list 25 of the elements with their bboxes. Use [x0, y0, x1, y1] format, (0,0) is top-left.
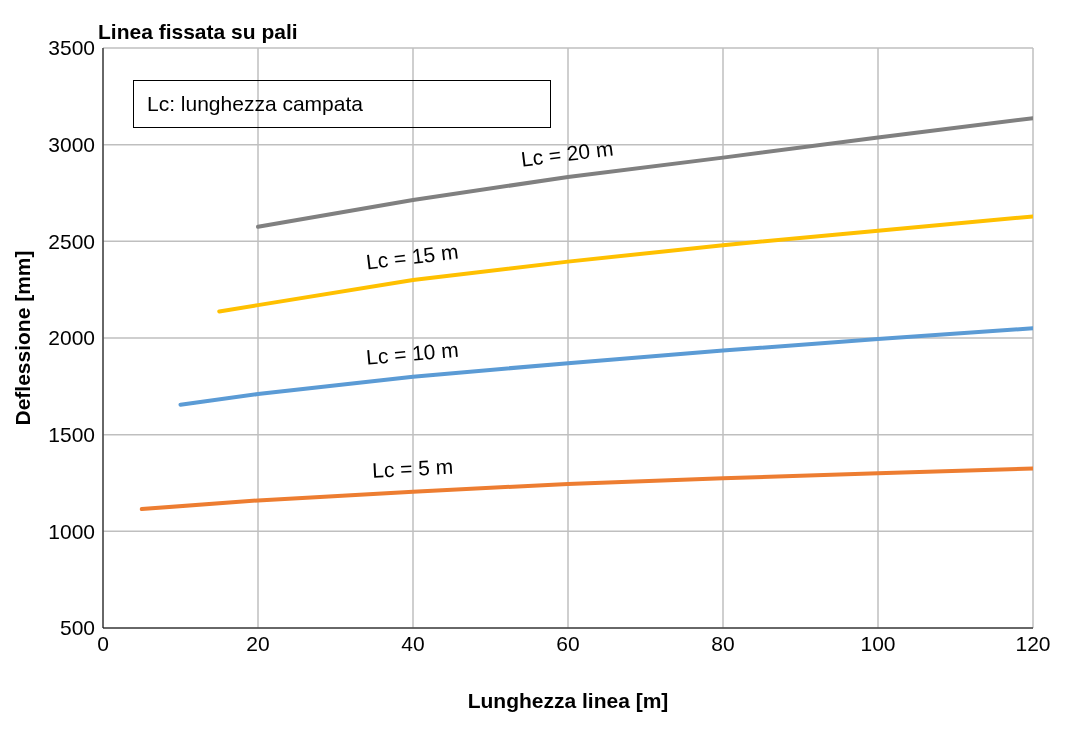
- x-tick-label: 60: [556, 631, 580, 655]
- y-tick-label: 2000: [48, 326, 95, 350]
- y-tick-label: 3000: [48, 133, 95, 157]
- x-tick-label: 120: [1015, 631, 1051, 655]
- x-tick-label: 20: [246, 631, 270, 655]
- y-axis-title: Deflessione [mm]: [11, 250, 35, 426]
- x-tick-label: 80: [711, 631, 735, 655]
- text: Lc = 20 m: [519, 136, 615, 171]
- y-tick-label: 1500: [48, 423, 95, 447]
- text: Lc = 15 m: [364, 239, 460, 274]
- series-label: Lc = 10 m: [365, 337, 460, 369]
- x-tick-label: 40: [401, 631, 425, 655]
- series-label: Lc = 5 m: [371, 454, 454, 482]
- line-series: [217, 214, 1033, 314]
- annotation: Lc: lunghezza campata: [147, 92, 363, 116]
- y-tick-label: 500: [59, 616, 95, 640]
- x-tick-label: 100: [860, 631, 896, 655]
- x-tick-label: 0: [97, 631, 109, 655]
- y-tick-label: 1000: [48, 519, 95, 543]
- chart-title: Linea fissata su pali: [98, 20, 298, 44]
- y-tick-label: 2500: [48, 229, 95, 253]
- line-series: [178, 326, 1033, 407]
- y-tick-label: 3500: [48, 36, 95, 60]
- line-series: [256, 116, 1033, 229]
- x-axis-title: Lunghezza linea [m]: [467, 689, 669, 712]
